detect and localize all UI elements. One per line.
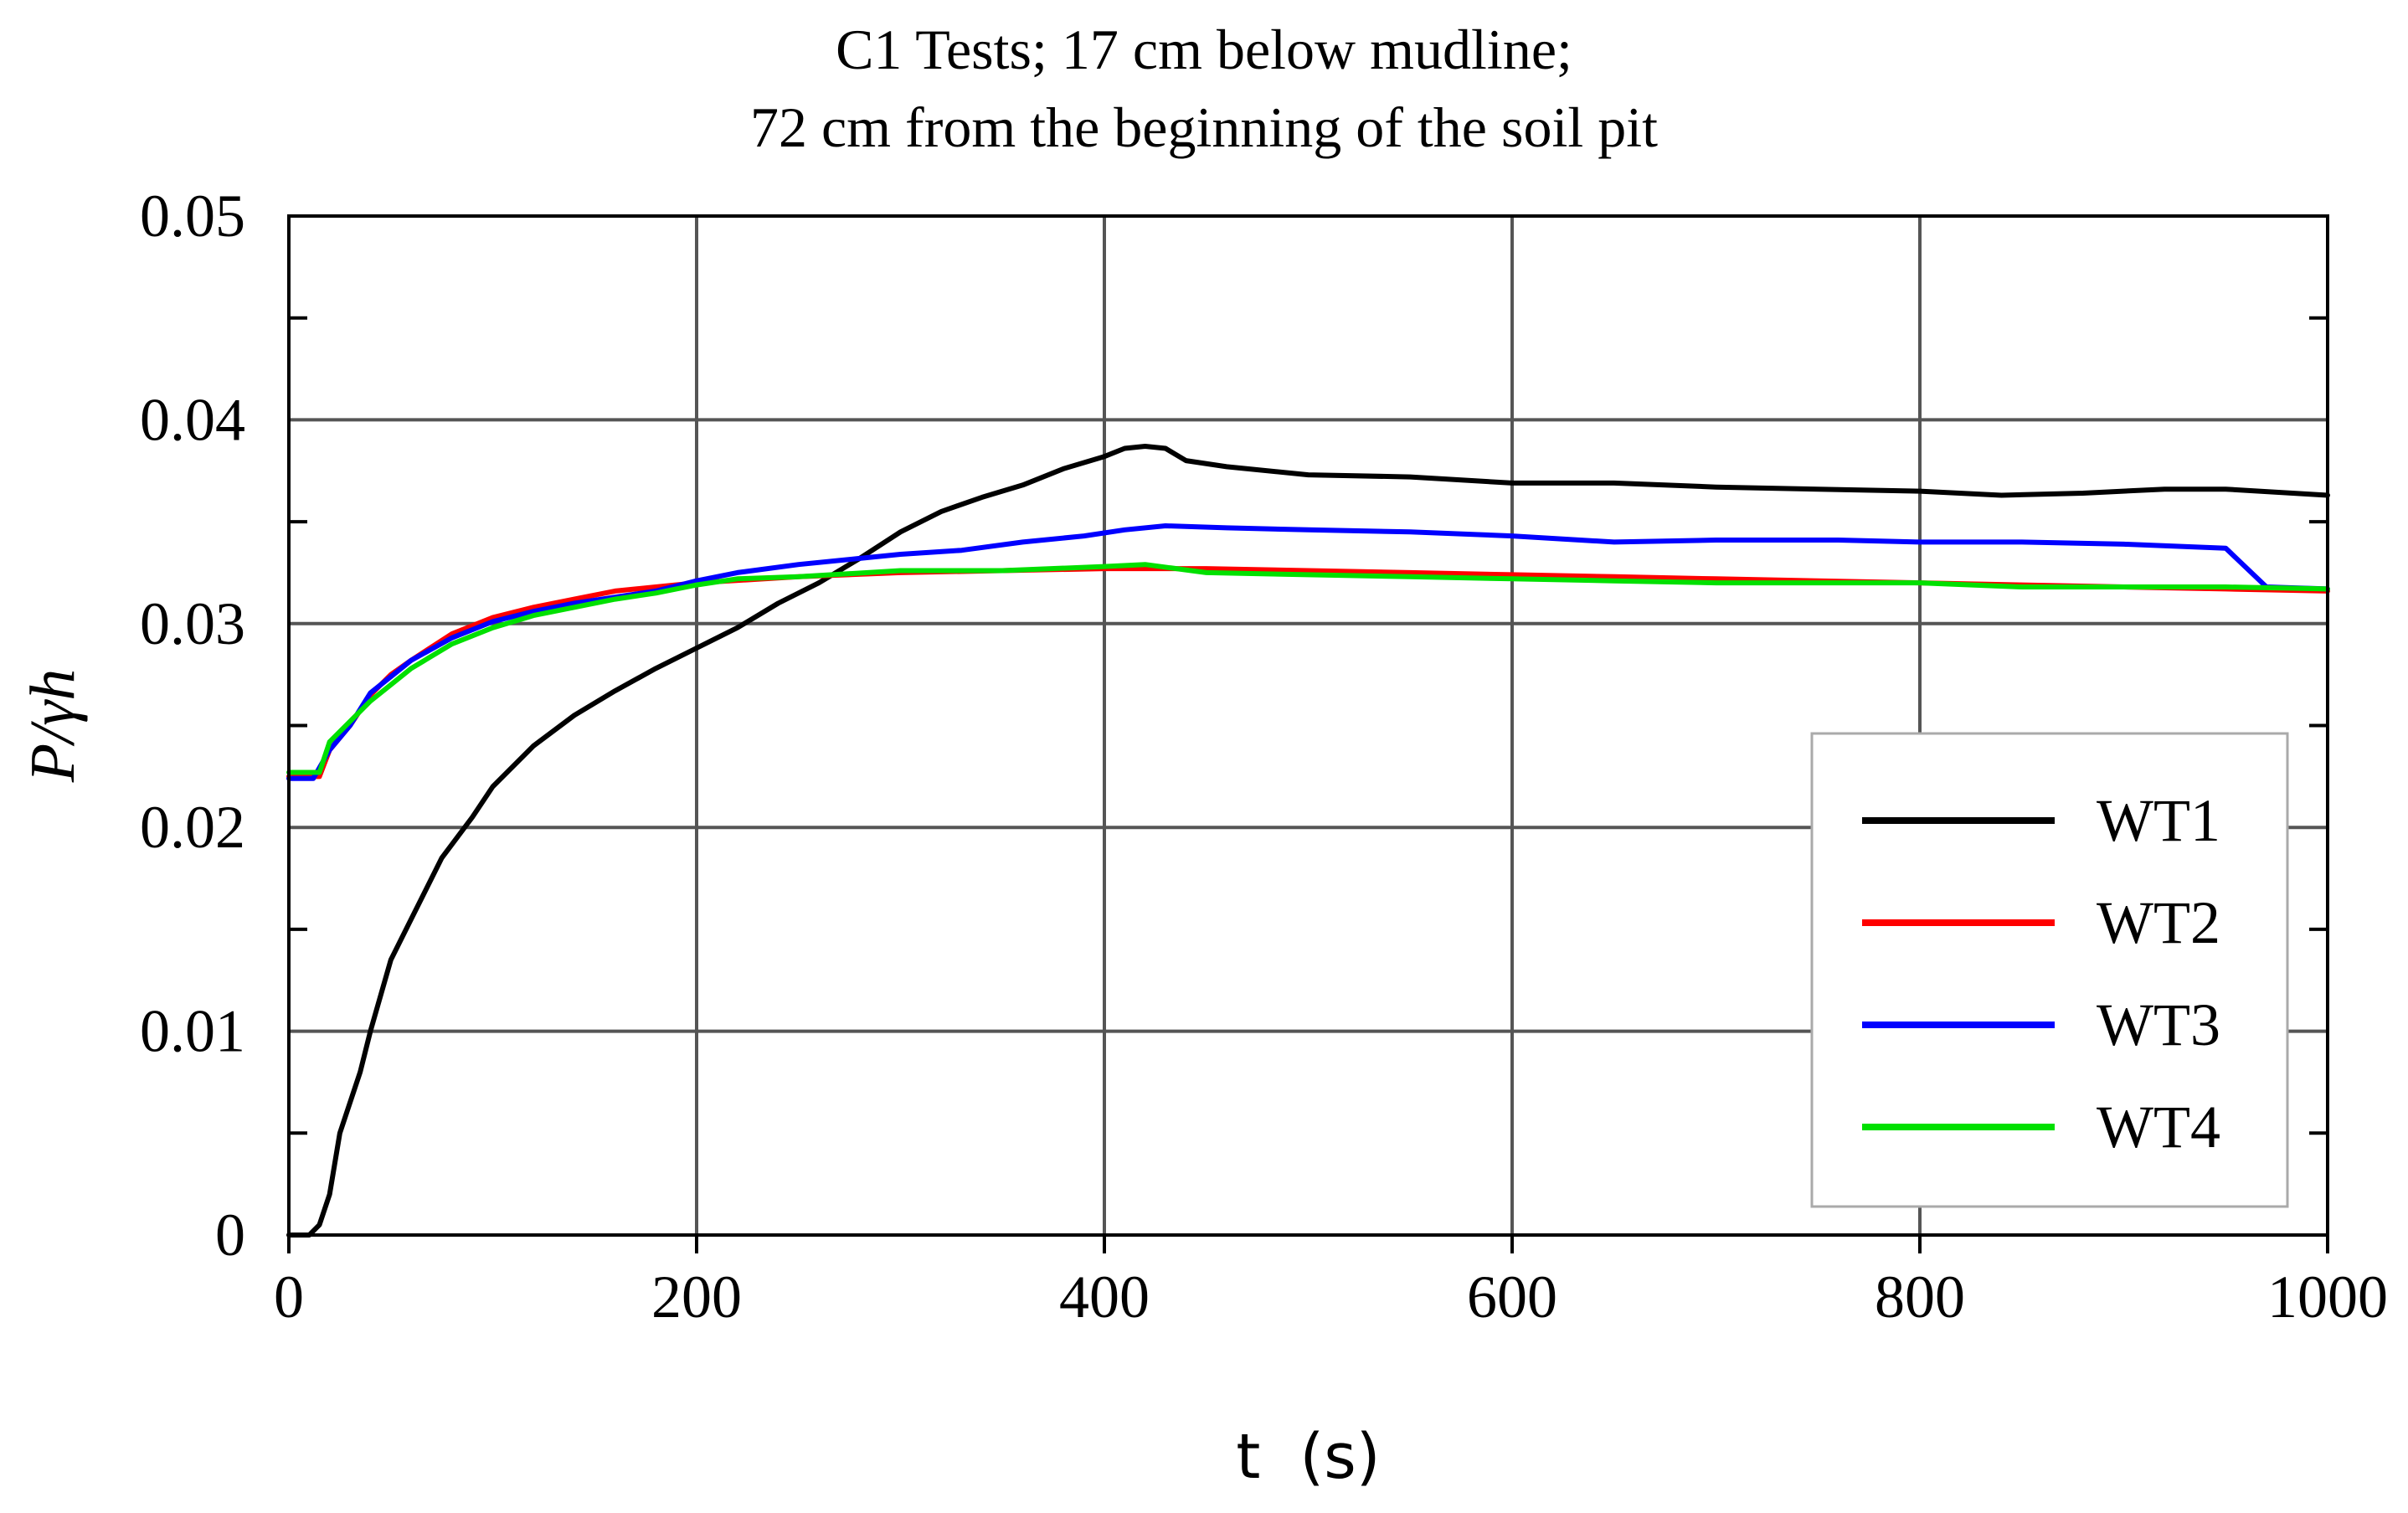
y-axis-label: P/γh [18,669,88,784]
x-tick-label: 200 [651,1263,742,1330]
legend-label-wt3: WT3 [2097,991,2220,1058]
x-tick-label: 400 [1059,1263,1150,1330]
chart-title-line-2: 72 cm from the beginning of the soil pit [750,95,1658,159]
legend: WT1 WT2 WT3 WT4 [1810,732,2289,1208]
legend-label-wt4: WT4 [2097,1094,2220,1160]
x-tick-label: 800 [1875,1263,1965,1330]
x-tick-label: 1000 [2267,1263,2388,1330]
legend-label-wt1: WT1 [2097,787,2220,854]
y-tick-label: 0 [215,1202,245,1269]
y-tick-label: 0.05 [140,183,245,250]
series-lines [286,444,2330,1238]
series-line-wt4 [286,562,2330,775]
y-tick-label: 0.01 [140,998,245,1065]
chart-title-line-1: C1 Tests; 17 cm below mudline; [836,18,1572,81]
y-tick-label: 0.02 [140,794,245,861]
series-line-wt1 [286,444,2330,1238]
chart-title: C1 Tests; 17 cm below mudline; 72 cm fro… [750,18,1658,159]
y-tick-label: 0.03 [140,590,245,657]
x-tick-label: 0 [274,1263,304,1330]
x-tick-label: 600 [1467,1263,1557,1330]
y-tick-label: 0.04 [140,386,245,453]
series-line-wt3 [286,523,2330,781]
legend-label-wt2: WT2 [2097,889,2220,956]
axis-ticks: 0 200 400 600 800 1000 0 0.01 0.02 0.03 0.04 0.05 [140,183,2388,1330]
x-axis-label: t (s) [1236,1421,1380,1493]
grid [289,216,2328,1235]
